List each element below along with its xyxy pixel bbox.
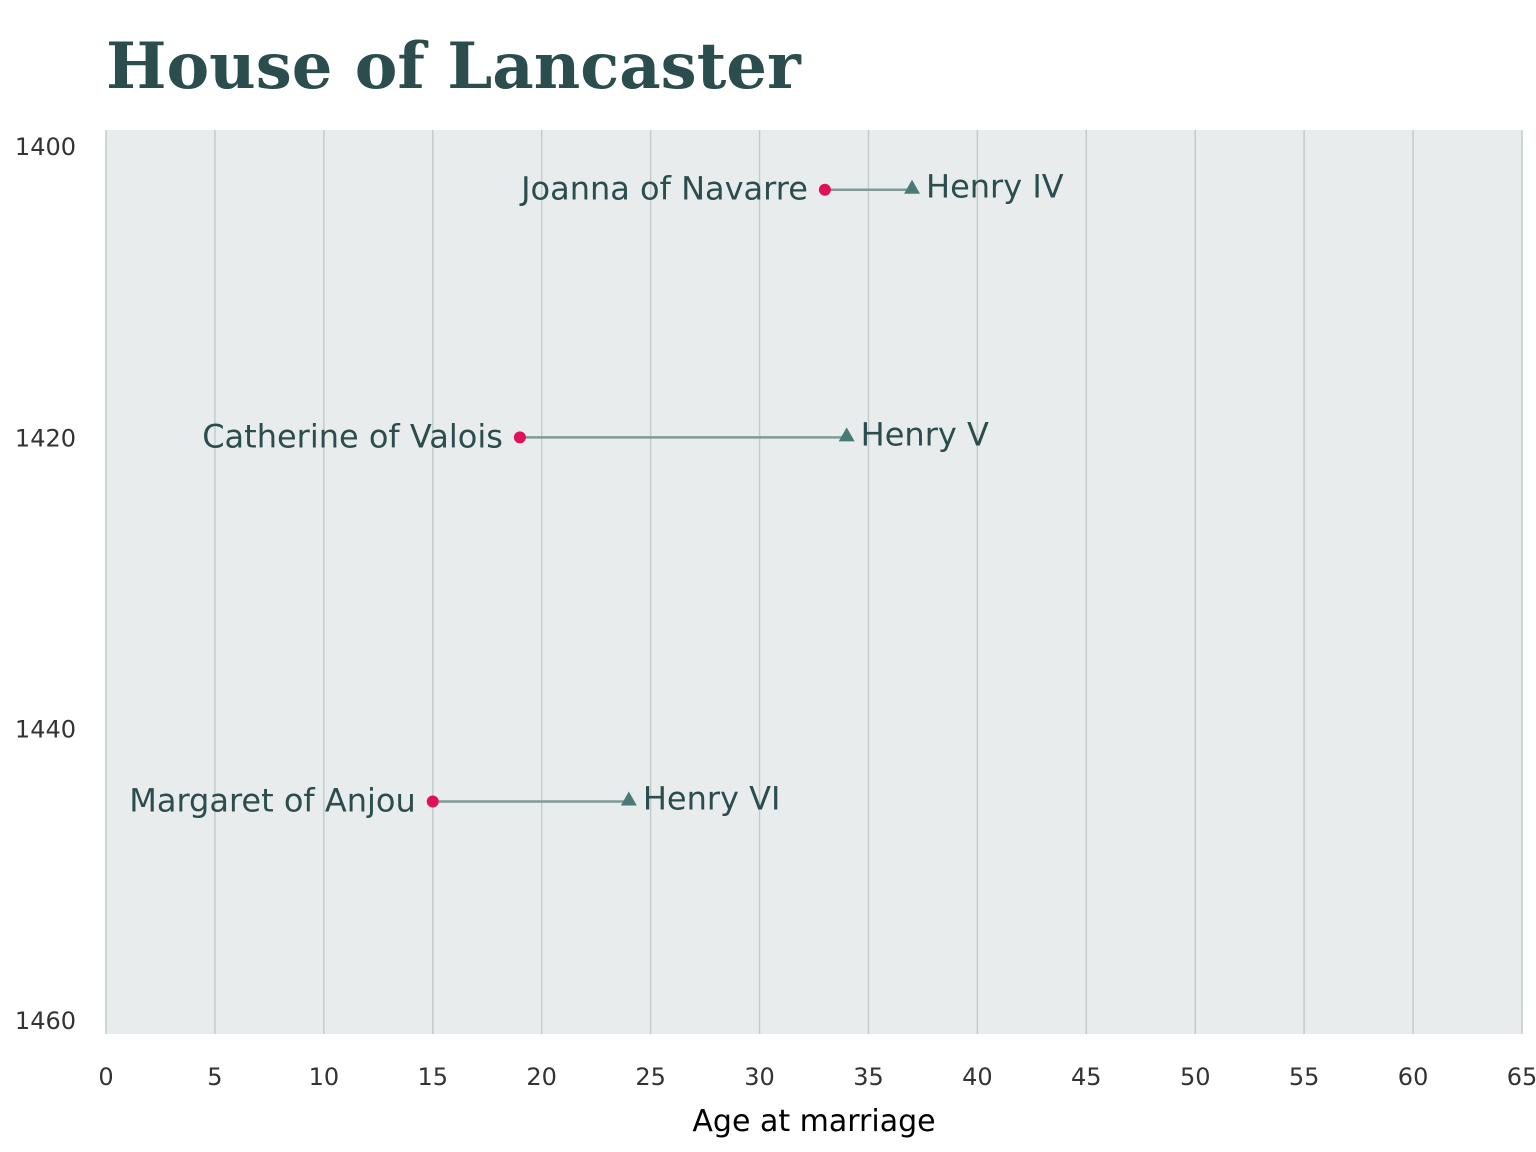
x-tick-label: 20	[526, 1063, 557, 1091]
x-tick-label: 5	[207, 1063, 222, 1091]
x-tick-label: 25	[635, 1063, 666, 1091]
chart-title: House of Lancaster	[106, 29, 802, 104]
y-tick-label: 1440	[15, 716, 76, 744]
y-tick-label: 1420	[15, 424, 76, 452]
king-marker	[838, 427, 855, 442]
gridlines	[105, 130, 1523, 1034]
wife-marker	[426, 795, 439, 808]
x-tick-label: 65	[1507, 1063, 1536, 1091]
x-tick-label: 0	[98, 1063, 113, 1091]
x-tick-label: 60	[1398, 1063, 1429, 1091]
x-axis-label: Age at marriage	[692, 1104, 935, 1139]
y-tick-label: 1460	[15, 1007, 76, 1035]
x-tick-label: 50	[1180, 1063, 1211, 1091]
wife-marker	[513, 431, 526, 444]
wife-marker	[818, 183, 831, 196]
x-tick-label: 40	[962, 1063, 993, 1091]
connector-lines	[432, 188, 913, 803]
king-marker	[904, 179, 921, 194]
x-tick-label: 30	[744, 1063, 775, 1091]
king-label: Henry V	[861, 415, 989, 453]
markers	[426, 179, 921, 808]
y-axis-ticks: 1400 1420 1440 1460	[15, 133, 76, 1035]
point-labels: Joanna of Navarre Catherine of Valois Marg…	[129, 168, 1064, 820]
x-tick-label: 10	[309, 1063, 340, 1091]
x-axis-ticks: 0 5 10 15 20 25 30 35 40 45 50 55 60 65	[98, 1063, 1536, 1091]
king-label: Henry VI	[643, 780, 781, 818]
x-tick-label: 35	[853, 1063, 884, 1091]
king-marker	[620, 791, 637, 806]
y-tick-label: 1400	[15, 133, 76, 161]
wife-label: Margaret of Anjou	[129, 782, 416, 820]
x-tick-label: 45	[1071, 1063, 1102, 1091]
wife-label: Joanna of Navarre	[519, 170, 808, 208]
king-label: Henry IV	[926, 168, 1064, 206]
plot-panel	[106, 130, 1522, 1034]
wife-label: Catherine of Valois	[202, 417, 503, 455]
x-tick-label: 55	[1289, 1063, 1320, 1091]
x-tick-label: 15	[417, 1063, 448, 1091]
